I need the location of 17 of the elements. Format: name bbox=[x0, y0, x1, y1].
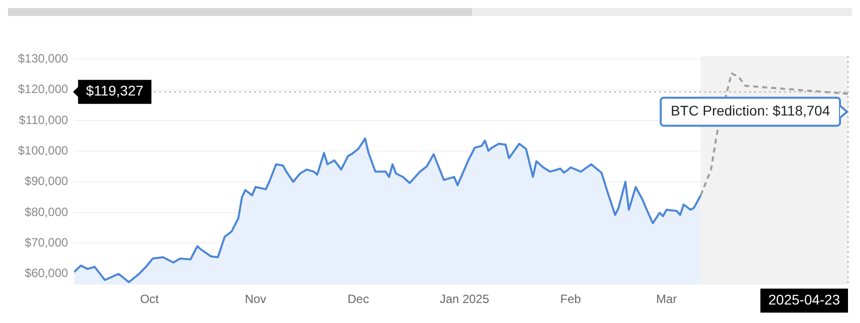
y-tick-label: $80,000 bbox=[24, 204, 68, 219]
x-tick-label: Mar bbox=[656, 292, 677, 306]
ref-line-label: 2025-04-23 bbox=[768, 291, 840, 308]
y-tick-label: $130,000 bbox=[18, 51, 68, 66]
x-tick-label: Nov bbox=[244, 292, 266, 306]
y-tick-label: $120,000 bbox=[18, 82, 68, 96]
x-tick-label: Dec bbox=[348, 292, 369, 306]
y-tick-label: $70,000 bbox=[24, 235, 68, 250]
ref-line-label: $119,327 bbox=[86, 82, 144, 99]
y-tick-label: $100,000 bbox=[18, 143, 68, 158]
x-tick-label: Feb bbox=[560, 292, 582, 306]
y-tick-label: $90,000 bbox=[24, 174, 68, 188]
x-tick-label: Oct bbox=[140, 292, 160, 306]
y-tick-label: $110,000 bbox=[18, 112, 68, 127]
y-tick-label: $60,000 bbox=[24, 266, 68, 280]
x-tick-label: Jan 2025 bbox=[440, 292, 490, 306]
annotation: BTC Prediction: $118,704 bbox=[670, 102, 830, 119]
